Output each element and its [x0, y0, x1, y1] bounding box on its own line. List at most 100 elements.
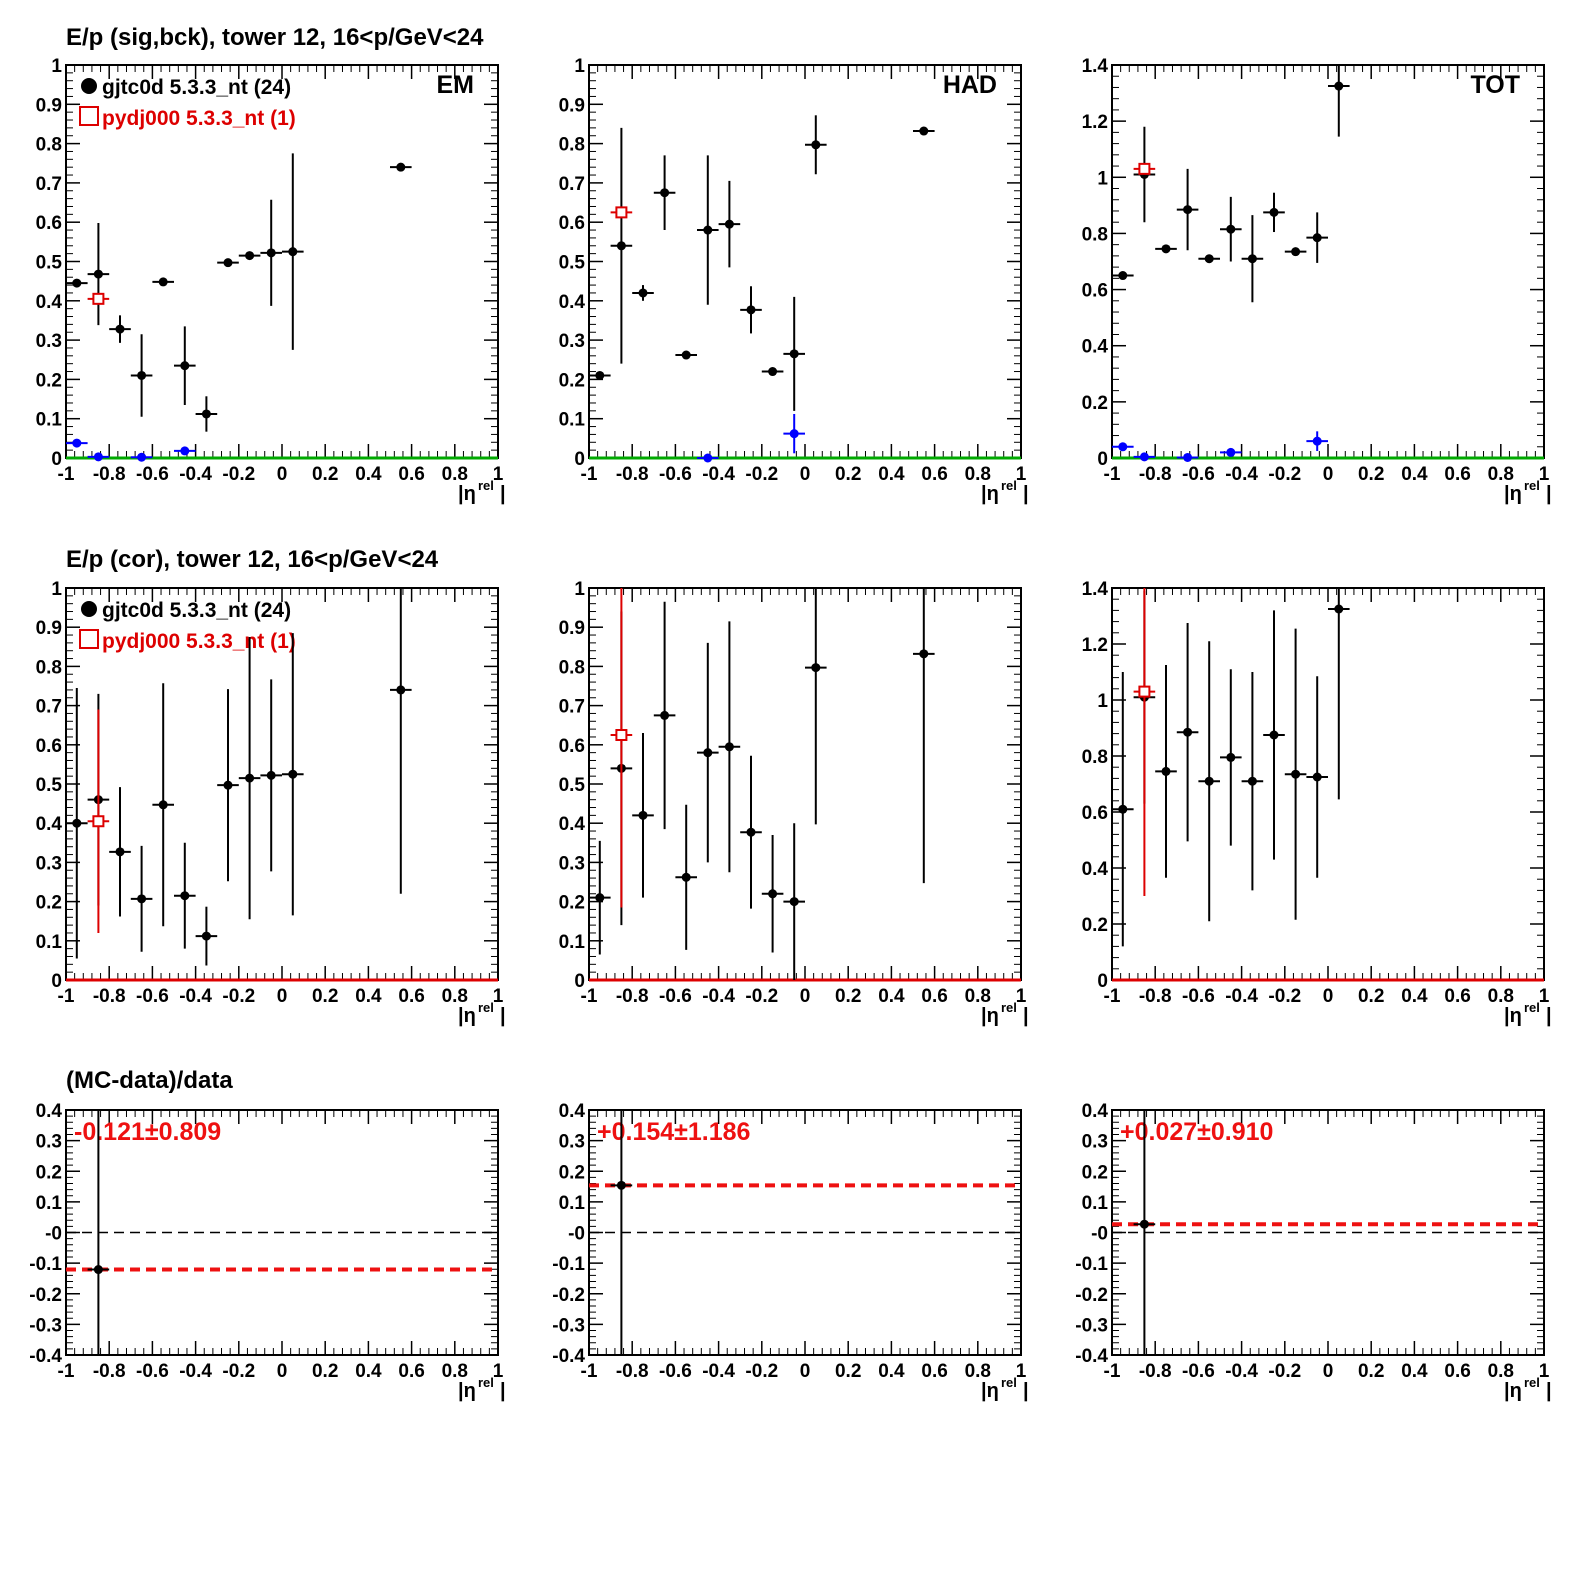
y-tick-label: -0 — [45, 1224, 62, 1245]
data-point — [1161, 766, 1171, 776]
x-tick-label: -0.4 — [1225, 986, 1258, 1007]
data-point — [746, 305, 756, 315]
y-tick-label: 0.4 — [1082, 859, 1109, 880]
data-point — [724, 219, 734, 229]
x-axis-label-bar: | — [1546, 1380, 1552, 1402]
y-tick-label: 1.2 — [1082, 635, 1108, 656]
data-point — [1312, 233, 1322, 243]
data-point — [137, 370, 147, 380]
x-tick-label: 0 — [800, 464, 811, 485]
x-tick-label: 0.4 — [878, 1361, 905, 1382]
x-tick-label: 0.2 — [1358, 464, 1384, 485]
y-tick-label: 0.9 — [36, 95, 62, 116]
x-axis-label-sup: rel — [478, 478, 494, 493]
y-tick-label: 0.7 — [559, 697, 585, 718]
x-tick-label: 1 — [493, 1361, 504, 1382]
data-point — [768, 367, 778, 377]
panel-tot-ratio: -1 -0.8 -0.6 -0.4 -0.2 0 0.2 0.4 0.6 0.8 1 -0.4 -0.3… — [1075, 1101, 1551, 1402]
y-tick-label: 0.4 — [36, 292, 63, 313]
y-tick-label: 0 — [51, 971, 62, 992]
x-axis-label: |η — [981, 483, 999, 505]
y-tick-label: 1 — [1097, 691, 1108, 712]
data-point — [703, 748, 713, 758]
x-axis-label-sup: rel — [1524, 1000, 1540, 1015]
row-title-ratio: (MC-data)/data — [66, 1067, 233, 1094]
y-tick-label: 0.6 — [1082, 281, 1108, 302]
y-tick-label: 0.2 — [1082, 393, 1108, 414]
x-axis-label: |η — [458, 483, 476, 505]
data-point — [1118, 442, 1128, 452]
data-point — [789, 897, 799, 907]
x-axis-label-sup: rel — [478, 1000, 494, 1015]
x-tick-label: 0.4 — [1401, 464, 1428, 485]
y-tick-label: 0.6 — [36, 213, 62, 234]
y-tick-label: -0.4 — [1075, 1346, 1108, 1367]
x-tick-label: -0.8 — [93, 464, 126, 485]
x-tick-label: -1 — [58, 1361, 75, 1382]
x-tick-label: 0.6 — [921, 1361, 947, 1382]
y-tick-label: 0.2 — [1082, 915, 1108, 936]
data-point — [1269, 207, 1279, 217]
data-point — [616, 241, 626, 251]
x-axis-label-sup: rel — [1524, 1375, 1540, 1390]
y-tick-label: 0.8 — [36, 135, 62, 156]
y-tick-label: 0.6 — [559, 736, 585, 757]
data-point — [1291, 769, 1301, 779]
ratio-annotation: -0.121±0.809 — [74, 1118, 221, 1146]
x-tick-label: 0.8 — [965, 464, 991, 485]
x-tick-label: 0.2 — [312, 464, 338, 485]
x-tick-label: 0.4 — [355, 986, 382, 1007]
y-tick-label: 0.7 — [36, 697, 62, 718]
data-point — [115, 847, 125, 857]
y-tick-label: 1 — [1097, 168, 1108, 189]
data-point — [180, 361, 190, 371]
x-tick-label: -0.2 — [745, 1361, 778, 1382]
y-tick-label: -0.4 — [29, 1346, 62, 1367]
y-tick-label: 0.8 — [559, 135, 585, 156]
y-tick-label: 0.1 — [36, 1193, 63, 1214]
y-tick-label: 1 — [574, 56, 585, 77]
y-tick-label: 0.1 — [559, 932, 586, 953]
y-tick-label: 0 — [1097, 449, 1108, 470]
data-point — [660, 710, 670, 720]
x-tick-label: -0.2 — [1268, 464, 1301, 485]
legend-marker-mc — [79, 629, 99, 649]
data-point — [93, 452, 103, 462]
data-point — [115, 324, 125, 334]
data-point — [1183, 205, 1193, 215]
x-tick-label: -0.8 — [1139, 464, 1172, 485]
x-tick-label: 0.2 — [835, 986, 861, 1007]
data-point — [681, 872, 691, 882]
panel-em: -1 -0.8 -0.6 -0.4 -0.2 0 0.2 0.4 0.6 0.8 1 0 0.1 0.2 0… — [36, 56, 506, 505]
x-tick-label: 1 — [1016, 464, 1027, 485]
y-tick-label: 0 — [51, 449, 62, 470]
y-tick-label: 0.2 — [36, 370, 62, 391]
data-point — [746, 827, 756, 837]
x-axis-label: |η — [981, 1005, 999, 1027]
x-tick-label: 0 — [277, 986, 288, 1007]
y-tick-label: 1.4 — [1082, 579, 1109, 600]
y-tick-label: 0.9 — [36, 618, 62, 639]
x-tick-label: -0.4 — [179, 986, 212, 1007]
y-tick-label: 0.5 — [559, 775, 586, 796]
data-point — [180, 891, 190, 901]
legend-marker-data — [81, 601, 97, 617]
legend-label-data: gjtc0d 5.3.3_nt (24) — [102, 76, 291, 99]
x-axis-label-bar: | — [1023, 1005, 1029, 1027]
plot-frame — [588, 64, 1022, 459]
x-tick-label: -0.2 — [745, 986, 778, 1007]
x-tick-label: -0.4 — [179, 464, 212, 485]
data-point — [93, 1265, 103, 1275]
data-point — [137, 894, 147, 904]
y-tick-label: 0.2 — [36, 1162, 62, 1183]
x-tick-label: 0.6 — [1444, 1361, 1470, 1382]
x-tick-label: -0.4 — [702, 1361, 735, 1382]
plot-grid: -1 -0.8 -0.6 -0.4 -0.2 0 0.2 0.4 0.6 0.8 1 0 0.1 0.2 0… — [29, 56, 1551, 1402]
x-axis-label: |η — [458, 1005, 476, 1027]
x-axis-label-sup: rel — [1001, 1375, 1017, 1390]
x-tick-label: 0.8 — [442, 1361, 468, 1382]
x-axis-label-sup: rel — [478, 1375, 494, 1390]
data-point — [93, 269, 103, 279]
data-point — [919, 649, 929, 659]
x-tick-label: -0.2 — [222, 986, 255, 1007]
